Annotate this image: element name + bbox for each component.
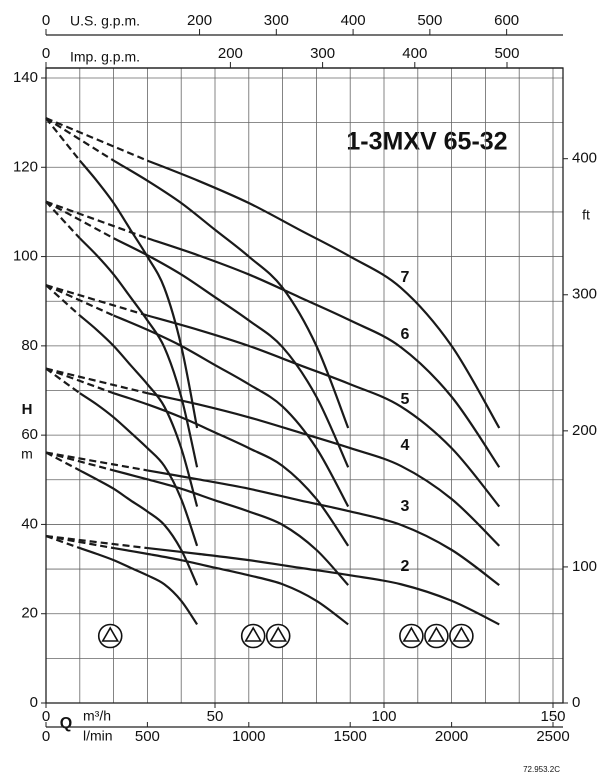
pump-group	[399, 623, 474, 649]
pump-triangle	[402, 626, 421, 642]
y-tick-label: 20	[21, 605, 38, 622]
y-axis-label: H	[22, 401, 33, 418]
x-tick-label: 150	[540, 708, 565, 725]
top-tick-label: 400	[402, 45, 427, 62]
curve	[79, 392, 199, 547]
curve	[147, 469, 500, 587]
curve-dashed	[45, 534, 148, 550]
top-tick-label: 200	[187, 12, 212, 29]
curve	[113, 314, 350, 508]
y-tick-label: 80	[21, 337, 38, 354]
chart-title: 1-3MXV 65-32	[346, 128, 507, 156]
x-tick-label: 0	[42, 708, 50, 725]
top-tick-label: 400	[341, 12, 366, 29]
y2-axis-label: ft	[582, 207, 590, 223]
curve	[147, 546, 500, 626]
curve	[113, 469, 349, 586]
pump-triangle	[269, 626, 288, 642]
x2-tick-label: 0	[42, 728, 50, 745]
x2-axis-unit: l/min	[83, 728, 113, 744]
pump-group	[97, 623, 123, 649]
curve	[113, 159, 350, 429]
curve	[79, 547, 199, 626]
y-axis-unit: m	[21, 446, 33, 462]
x2-tick-label: 2500	[536, 728, 569, 745]
x-tick-label: 100	[371, 708, 396, 725]
y-tick-label: 100	[13, 248, 38, 265]
y-tick-label: 140	[13, 69, 38, 86]
curve	[113, 547, 349, 626]
x-tick-label: 50	[207, 708, 224, 725]
y2-tick-label: 0	[572, 694, 580, 711]
curve	[113, 392, 350, 547]
top-axis-label: U.S. g.p.m.	[70, 13, 140, 29]
series-label: 7	[401, 269, 410, 286]
curve	[79, 314, 199, 507]
pump-triangle	[427, 626, 446, 642]
top-tick-label: 500	[417, 12, 442, 29]
curve	[79, 469, 199, 586]
y2-tick-label: 300	[572, 286, 597, 303]
top-tick-label: 600	[494, 12, 519, 29]
curve-dashed	[45, 117, 148, 162]
pump-group	[240, 623, 291, 649]
curve	[147, 237, 501, 468]
curve	[79, 237, 199, 468]
top-axis-label: Imp. g.p.m.	[70, 49, 140, 65]
pump-triangle	[101, 626, 120, 642]
series-label: 3	[401, 498, 410, 515]
y-tick-label: 60	[21, 426, 38, 443]
curve	[147, 314, 501, 508]
top-tick-label: 0	[42, 12, 50, 29]
y2-tick-label: 100	[572, 558, 597, 575]
footnote: 72.953.2C	[523, 765, 560, 774]
series-label: 2	[401, 558, 410, 575]
curve	[146, 159, 501, 429]
pump-triangle	[452, 626, 471, 642]
y-tick-label: 0	[30, 694, 38, 711]
series-label: 6	[401, 326, 410, 343]
y2-tick-label: 200	[572, 422, 597, 439]
x2-tick-label: 500	[135, 728, 160, 745]
top-tick-label: 300	[264, 12, 289, 29]
x2-tick-label: 1500	[334, 728, 367, 745]
y-tick-label: 120	[13, 158, 38, 175]
y-tick-label: 40	[21, 515, 38, 532]
x2-tick-label: 1000	[232, 728, 265, 745]
curve-dashed	[45, 200, 148, 240]
x2-tick-label: 2000	[435, 728, 468, 745]
series-label: 4	[401, 437, 410, 454]
x-axis-label: Q	[60, 715, 72, 732]
curve	[113, 237, 350, 468]
pump-triangle	[244, 626, 263, 642]
top-tick-label: 500	[494, 45, 519, 62]
y2-tick-label: 400	[572, 150, 597, 167]
series-label: 5	[401, 391, 410, 408]
top-tick-label: 200	[218, 45, 243, 62]
x-axis-unit: m³/h	[83, 708, 111, 724]
curve	[147, 392, 501, 547]
top-tick-label: 300	[310, 45, 335, 62]
top-tick-label: 0	[42, 45, 50, 62]
